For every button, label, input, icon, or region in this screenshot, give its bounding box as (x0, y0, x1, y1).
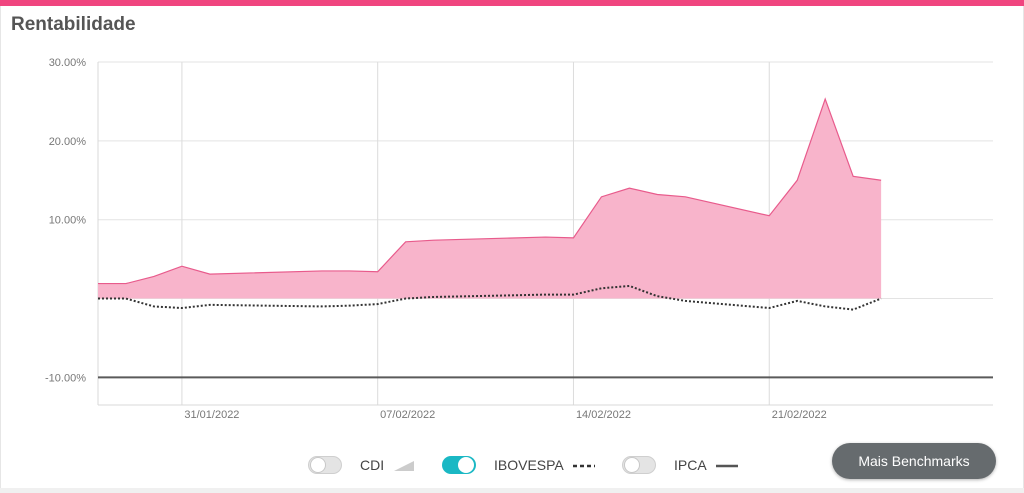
y-tick-label: 10.00% (49, 215, 87, 227)
mais-benchmarks-button[interactable]: Mais Benchmarks (832, 443, 996, 479)
legend-item-ibovespa[interactable]: IBOVESPA (442, 452, 596, 478)
legend: CDI IBOVESPA IPCA (0, 452, 1024, 478)
y-tick-label: -10.00% (45, 372, 86, 384)
y-tick-label: 20.00% (49, 136, 87, 148)
legend-item-ipca[interactable]: IPCA (622, 452, 739, 478)
ibovespa-toggle[interactable] (442, 456, 476, 474)
rentabilidade-chart: 30.00% 20.00% 10.00% -10.00% 31/01/2022 07/02… (45, 57, 993, 421)
dashed-line-icon (572, 464, 595, 468)
cdi-label: CDI (360, 457, 385, 473)
area-series-fill (98, 99, 882, 299)
bottom-strip (0, 488, 1024, 493)
x-tick-label: 31/01/2022 (184, 409, 239, 421)
x-tick-label: 14/02/2022 (576, 409, 631, 421)
accent-top-bar (0, 0, 1024, 6)
legend-item-cdi[interactable]: CDI (308, 452, 416, 478)
x-tick-label: 07/02/2022 (380, 409, 435, 421)
ibovespa-series-line (98, 284, 882, 311)
ipca-toggle[interactable] (622, 456, 656, 474)
ipca-label: IPCA (674, 457, 707, 473)
x-tick-label: 21/02/2022 (772, 409, 827, 421)
page-title: Rentabilidade (11, 14, 136, 35)
ibovespa-label: IBOVESPA (494, 457, 564, 473)
area-series-line (98, 97, 882, 285)
y-tick-label: 30.00% (49, 57, 87, 69)
cdi-toggle[interactable] (308, 456, 342, 474)
solid-line-icon (715, 464, 738, 468)
area-triangle-icon (394, 461, 415, 471)
